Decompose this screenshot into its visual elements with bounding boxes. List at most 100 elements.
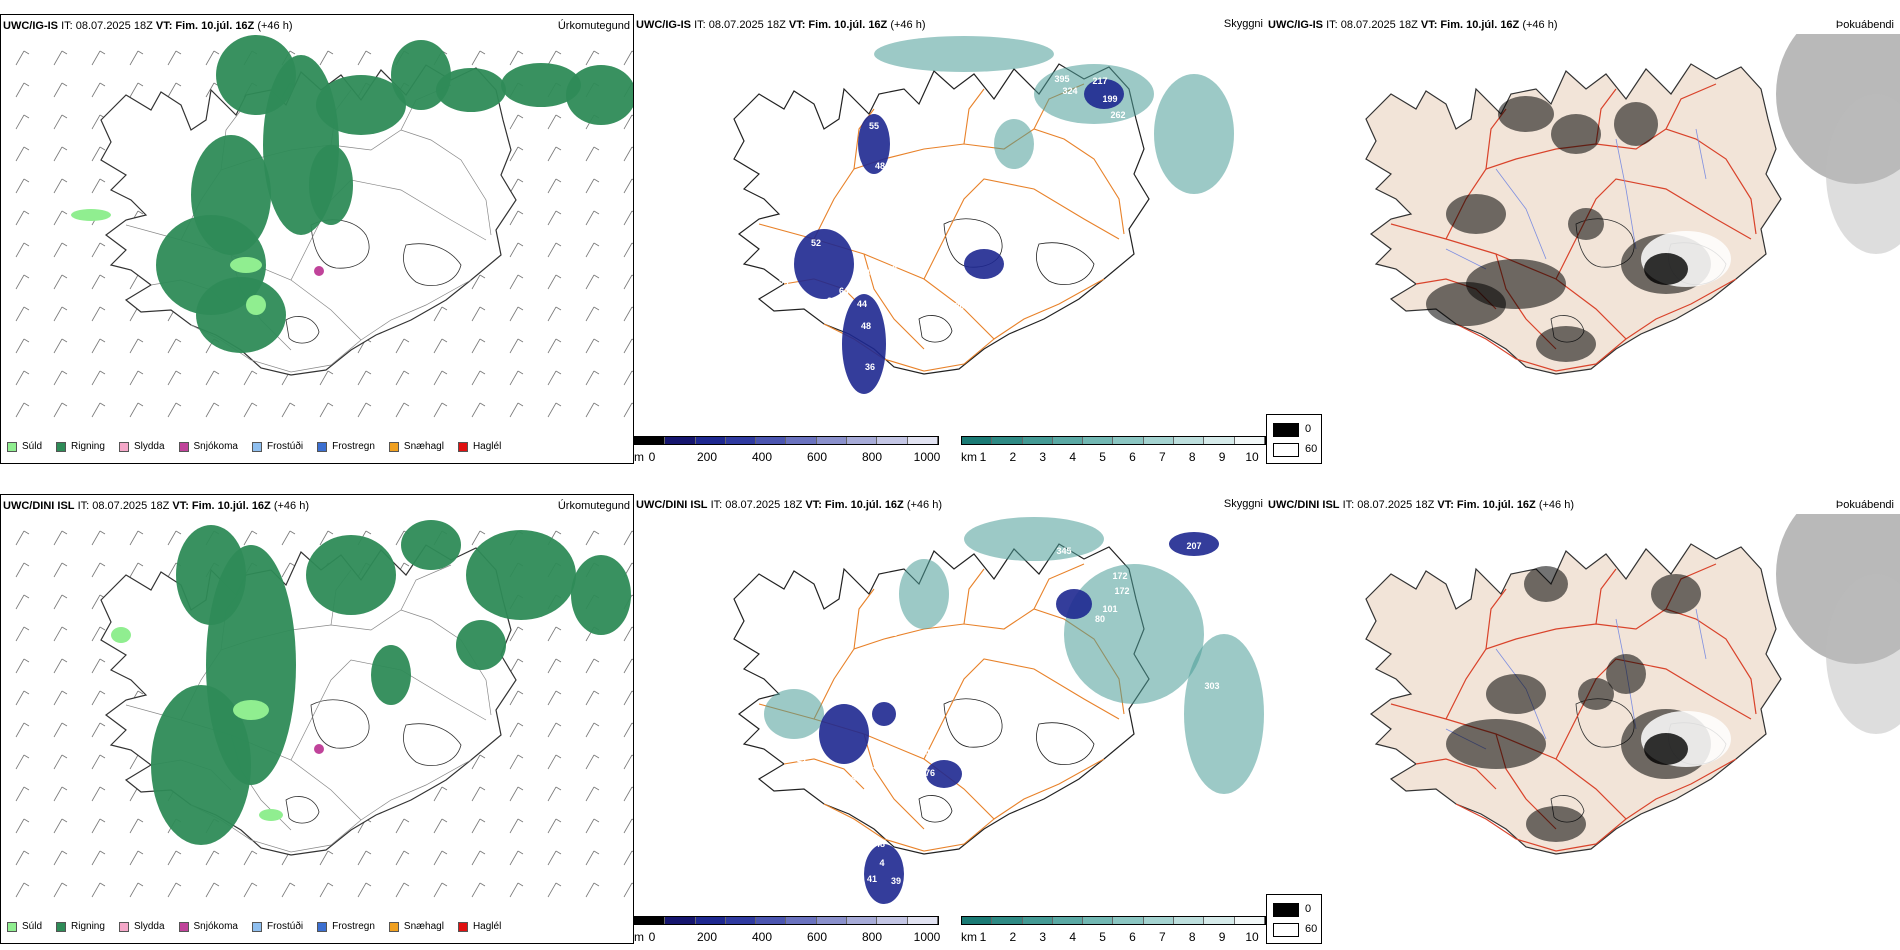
glacier-outline — [285, 796, 320, 824]
wind-barb — [509, 114, 519, 130]
colorbar-step — [1204, 917, 1235, 924]
rain-area — [306, 535, 396, 615]
colorbar-tick: 1 — [979, 450, 987, 464]
wind-barb — [319, 402, 329, 418]
fog-high-area — [1551, 114, 1601, 154]
wind-barb-flag — [327, 530, 334, 535]
glacier-outline — [285, 316, 320, 344]
low-visibility-area — [1184, 634, 1264, 794]
panel-type-label: Þokuábendi — [1835, 19, 1894, 31]
colorbar-step — [816, 917, 848, 924]
ceiling-height-label: 36 — [891, 398, 901, 408]
wind-barb-flag — [555, 530, 562, 535]
wind-barb-flag — [61, 178, 68, 183]
wind-barb — [547, 786, 557, 802]
wind-barb — [547, 274, 557, 290]
road-line — [923, 658, 1120, 760]
wind-barb — [53, 370, 63, 386]
colorbar-step — [847, 437, 878, 444]
wind-barb — [623, 338, 633, 354]
wind-barb-flag — [61, 626, 68, 631]
wind-barb-flag — [23, 818, 30, 823]
legend-label: Frostúði — [266, 441, 304, 452]
wind-barb — [53, 754, 63, 770]
wind-barb — [433, 818, 443, 834]
wind-barb — [623, 402, 633, 418]
wind-barb-flag — [137, 210, 144, 215]
legend-label: Snjókoma — [193, 921, 238, 932]
legend-label: Frostúði — [266, 921, 304, 932]
wind-barb-flag — [631, 178, 633, 181]
wind-barb-flag — [593, 50, 600, 55]
wind-barb — [585, 786, 595, 802]
ceiling-height-label: 345 — [1056, 546, 1071, 556]
wind-barb — [623, 306, 633, 322]
wind-barb-flag — [61, 754, 68, 759]
wind-barb-flag — [61, 210, 68, 215]
wind-barb-flag — [555, 882, 562, 887]
legend-item: Snæhagl — [388, 441, 444, 452]
wind-barb — [585, 690, 595, 706]
wind-barb-flag — [23, 786, 30, 791]
wind-barb — [585, 178, 595, 194]
wind-barb-flag — [631, 690, 633, 693]
visibility-colorbar: km 1 2 3 4 5 6 7 8 9 10 — [961, 436, 1266, 464]
legend-item: Frostúði — [251, 921, 304, 932]
wind-barb — [509, 210, 519, 226]
wind-barb — [167, 338, 177, 354]
wind-barb-flag — [517, 786, 524, 791]
panel-title: UWC/IG-IS IT: 08.07.2025 18Z VT: Fim. 10… — [3, 20, 293, 32]
road-line — [993, 278, 1105, 340]
wind-barb-flag — [175, 82, 182, 87]
wind-barb-flag — [479, 338, 486, 343]
rain-area — [196, 277, 286, 353]
wind-barb-flag — [175, 338, 182, 343]
wind-barb-flag — [593, 850, 600, 855]
wind-barb-flag — [517, 818, 524, 823]
panel-title: UWC/DINI ISL IT: 08.07.2025 18Z VT: Fim.… — [636, 499, 943, 511]
wind-barb-flag — [593, 882, 600, 887]
wind-barb-flag — [631, 562, 633, 565]
wind-barb — [91, 338, 101, 354]
ceiling-height-label: 61 — [857, 789, 867, 799]
legend-swatch — [251, 921, 262, 932]
river-line — [1495, 168, 1547, 260]
legend-item: Slydda — [118, 441, 165, 452]
colorbar-tick: 800 — [861, 930, 883, 944]
wind-barb-flag — [593, 274, 600, 279]
rain-area — [401, 520, 461, 570]
rain-area — [316, 75, 406, 135]
wind-barb-flag — [555, 370, 562, 375]
colorbar-step — [756, 437, 787, 444]
wind-barb — [585, 402, 595, 418]
colorbar-step — [1234, 917, 1265, 924]
colorbar-step — [877, 437, 908, 444]
wind-barb-flag — [555, 626, 562, 631]
wind-barb — [15, 754, 25, 770]
wind-barb — [243, 530, 253, 546]
colorbar-ramp — [634, 436, 939, 445]
road-line — [963, 568, 985, 625]
road-line — [1445, 128, 1757, 240]
wind-barb — [91, 850, 101, 866]
wind-barb-flag — [61, 562, 68, 567]
road-line — [1555, 178, 1752, 280]
rain-area — [371, 645, 411, 705]
wind-barb-flag — [99, 274, 106, 279]
glacier-outline — [918, 795, 953, 823]
wind-barb-flag — [403, 338, 410, 343]
colorbar-step — [907, 437, 938, 444]
wind-barb — [319, 530, 329, 546]
wind-barb — [15, 594, 25, 610]
ceiling-height-label: 41 — [867, 874, 877, 884]
colorbar-step — [1174, 437, 1205, 444]
wind-barb — [129, 882, 139, 898]
wind-barb — [509, 178, 519, 194]
ceiling-height-label: 48 — [861, 321, 871, 331]
drizzle-area — [111, 627, 131, 643]
wind-barb-flag — [555, 786, 562, 791]
wind-barb-flag — [23, 306, 30, 311]
rain-area — [571, 555, 631, 635]
wind-barb — [281, 530, 291, 546]
wind-barb-flag — [99, 146, 106, 151]
